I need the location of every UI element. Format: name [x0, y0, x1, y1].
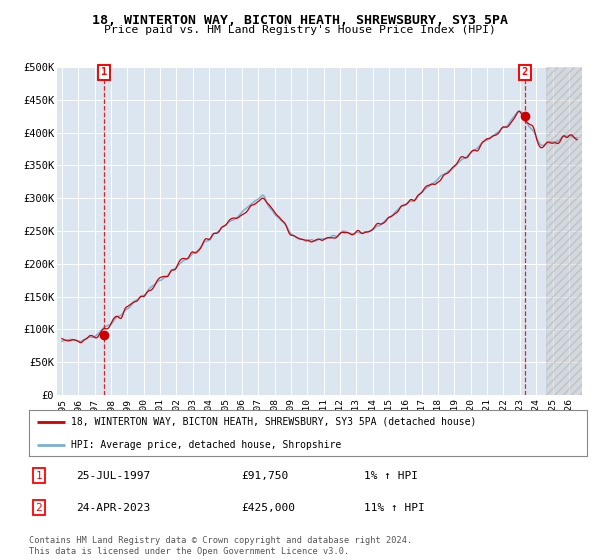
Text: 1: 1 [101, 67, 107, 77]
Text: Price paid vs. HM Land Registry's House Price Index (HPI): Price paid vs. HM Land Registry's House … [104, 25, 496, 35]
Text: 11% ↑ HPI: 11% ↑ HPI [364, 503, 424, 513]
Text: Contains HM Land Registry data © Crown copyright and database right 2024.
This d: Contains HM Land Registry data © Crown c… [29, 536, 412, 556]
Text: 1: 1 [35, 470, 42, 480]
Text: £91,750: £91,750 [241, 470, 288, 480]
Text: HPI: Average price, detached house, Shropshire: HPI: Average price, detached house, Shro… [71, 440, 341, 450]
Text: £425,000: £425,000 [241, 503, 295, 513]
Text: 18, WINTERTON WAY, BICTON HEATH, SHREWSBURY, SY3 5PA (detached house): 18, WINTERTON WAY, BICTON HEATH, SHREWSB… [71, 417, 476, 427]
Bar [545, 67, 590, 395]
Text: 24-APR-2023: 24-APR-2023 [76, 503, 151, 513]
Text: 2: 2 [35, 503, 42, 513]
Text: 18, WINTERTON WAY, BICTON HEATH, SHREWSBURY, SY3 5PA: 18, WINTERTON WAY, BICTON HEATH, SHREWSB… [92, 14, 508, 27]
Text: 25-JUL-1997: 25-JUL-1997 [76, 470, 151, 480]
Text: 1% ↑ HPI: 1% ↑ HPI [364, 470, 418, 480]
Text: 2: 2 [522, 67, 528, 77]
